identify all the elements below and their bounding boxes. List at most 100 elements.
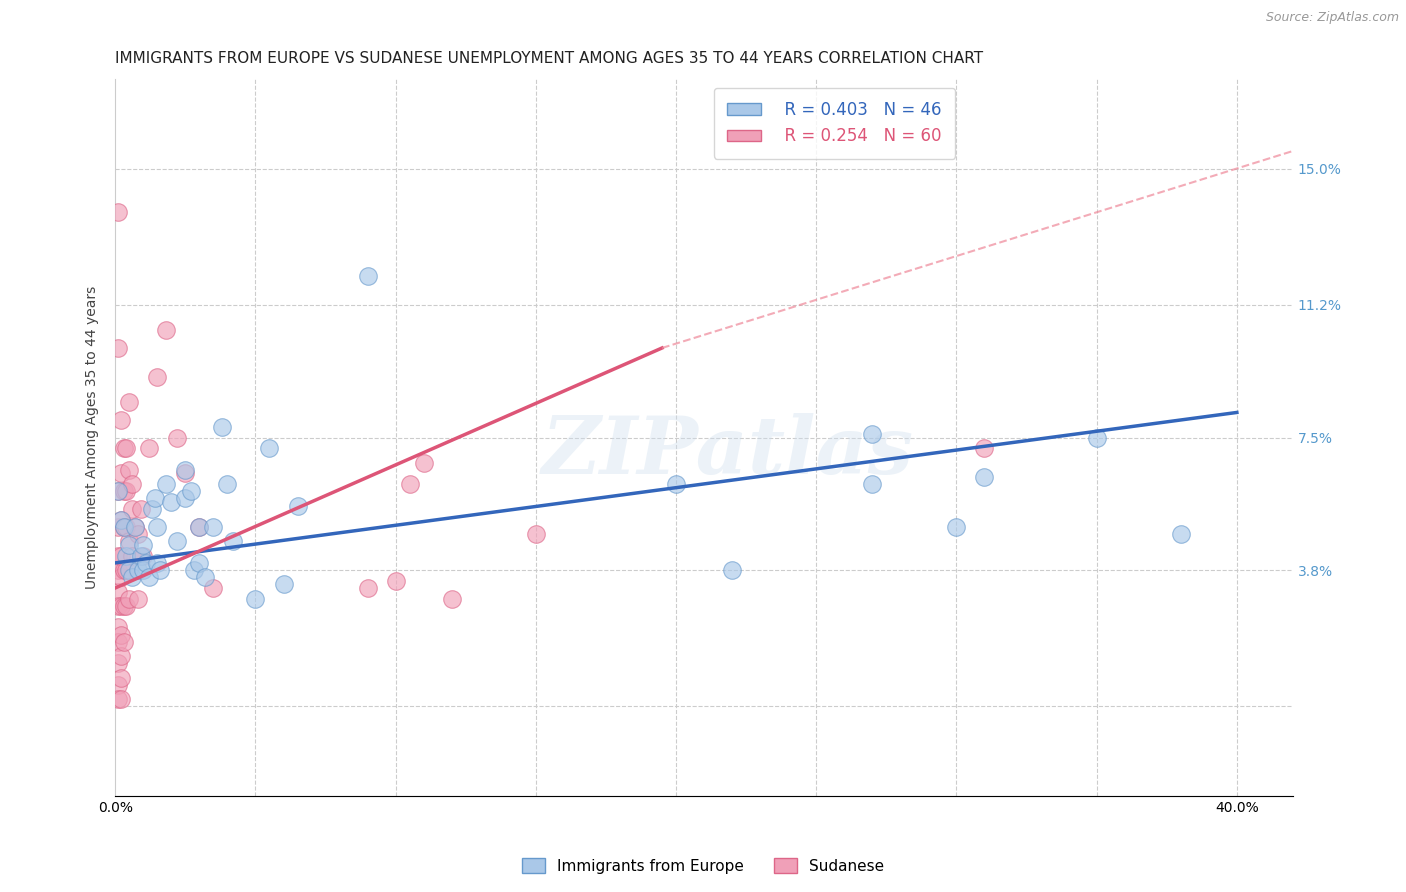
- Point: [127, 591, 149, 606]
- Point: [202, 581, 225, 595]
- Point: [174, 491, 197, 506]
- Point: [124, 520, 146, 534]
- Point: [127, 563, 149, 577]
- Point: [188, 556, 211, 570]
- Point: [107, 205, 129, 219]
- Point: [115, 520, 138, 534]
- Point: [188, 520, 211, 534]
- Point: [107, 549, 129, 563]
- Point: [245, 591, 267, 606]
- Point: [107, 692, 129, 706]
- Point: [166, 430, 188, 444]
- Point: [112, 634, 135, 648]
- Point: [107, 678, 129, 692]
- Point: [132, 549, 155, 563]
- Point: [1085, 430, 1108, 444]
- Point: [259, 442, 281, 456]
- Point: [110, 513, 132, 527]
- Point: [356, 269, 378, 284]
- Point: [107, 563, 129, 577]
- Point: [143, 491, 166, 506]
- Point: [202, 520, 225, 534]
- Point: [287, 499, 309, 513]
- Point: [118, 463, 141, 477]
- Point: [180, 484, 202, 499]
- Point: [412, 456, 434, 470]
- Point: [115, 484, 138, 499]
- Point: [141, 502, 163, 516]
- Point: [112, 563, 135, 577]
- Point: [107, 656, 129, 670]
- Point: [1170, 527, 1192, 541]
- Point: [110, 412, 132, 426]
- Point: [121, 477, 143, 491]
- Point: [149, 563, 172, 577]
- Point: [107, 484, 129, 499]
- Point: [973, 470, 995, 484]
- Point: [118, 394, 141, 409]
- Point: [398, 477, 420, 491]
- Point: [665, 477, 688, 491]
- Point: [155, 477, 177, 491]
- Point: [112, 442, 135, 456]
- Point: [107, 341, 129, 355]
- Point: [107, 584, 129, 599]
- Point: [721, 563, 744, 577]
- Point: [124, 520, 146, 534]
- Point: [110, 648, 132, 663]
- Point: [222, 534, 245, 549]
- Point: [110, 599, 132, 613]
- Point: [160, 495, 183, 509]
- Point: [273, 577, 295, 591]
- Point: [115, 563, 138, 577]
- Point: [110, 692, 132, 706]
- Point: [174, 467, 197, 481]
- Point: [110, 570, 132, 584]
- Point: [107, 484, 129, 499]
- Legend: Immigrants from Europe, Sudanese: Immigrants from Europe, Sudanese: [516, 852, 890, 880]
- Point: [211, 419, 233, 434]
- Point: [973, 442, 995, 456]
- Point: [110, 671, 132, 685]
- Point: [110, 549, 132, 563]
- Point: [132, 563, 155, 577]
- Text: ZIPatlas: ZIPatlas: [541, 413, 914, 491]
- Point: [166, 534, 188, 549]
- Point: [118, 563, 141, 577]
- Point: [138, 442, 160, 456]
- Point: [135, 556, 157, 570]
- Point: [440, 591, 463, 606]
- Point: [107, 634, 129, 648]
- Point: [183, 563, 205, 577]
- Point: [945, 520, 967, 534]
- Point: [138, 570, 160, 584]
- Point: [112, 484, 135, 499]
- Point: [194, 570, 217, 584]
- Point: [146, 369, 169, 384]
- Point: [860, 426, 883, 441]
- Point: [118, 591, 141, 606]
- Point: [121, 502, 143, 516]
- Point: [174, 463, 197, 477]
- Point: [112, 599, 135, 613]
- Point: [115, 599, 138, 613]
- Point: [155, 323, 177, 337]
- Point: [110, 513, 132, 527]
- Point: [110, 627, 132, 641]
- Point: [356, 581, 378, 595]
- Point: [121, 570, 143, 584]
- Point: [107, 620, 129, 634]
- Point: [121, 549, 143, 563]
- Point: [107, 599, 129, 613]
- Y-axis label: Unemployment Among Ages 35 to 44 years: Unemployment Among Ages 35 to 44 years: [86, 286, 100, 589]
- Point: [112, 520, 135, 534]
- Point: [129, 549, 152, 563]
- Point: [860, 477, 883, 491]
- Point: [127, 527, 149, 541]
- Point: [118, 538, 141, 552]
- Point: [129, 502, 152, 516]
- Point: [115, 442, 138, 456]
- Point: [112, 520, 135, 534]
- Text: IMMIGRANTS FROM EUROPE VS SUDANESE UNEMPLOYMENT AMONG AGES 35 TO 44 YEARS CORREL: IMMIGRANTS FROM EUROPE VS SUDANESE UNEMP…: [115, 51, 983, 66]
- Point: [118, 534, 141, 549]
